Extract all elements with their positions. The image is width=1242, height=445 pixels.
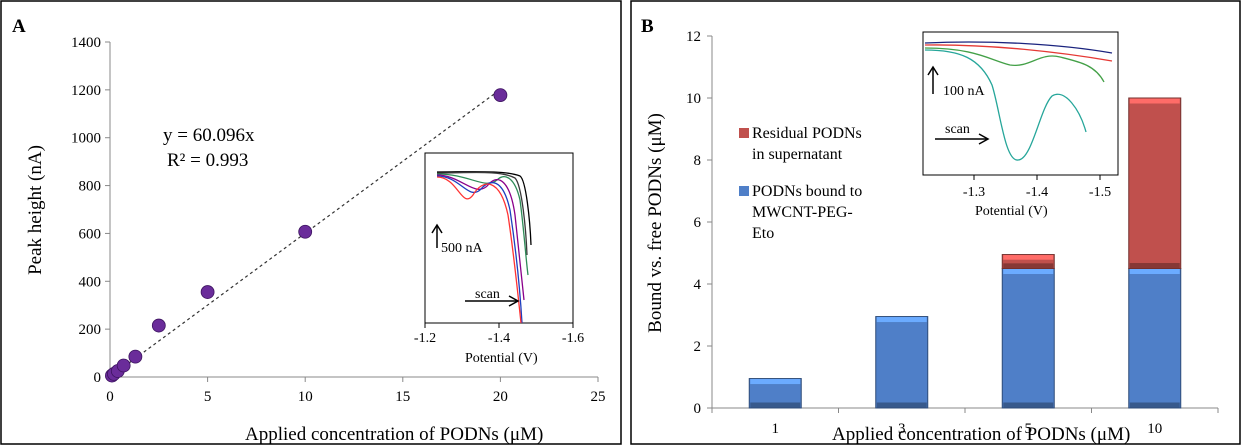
inset-a-trace [436, 175, 523, 324]
inset-a-scale-label: 500 nA [441, 241, 484, 256]
inset-a-trace [436, 171, 532, 246]
panel-a-inset: 500 nA scan -1.2 -1.4 -1.6 Potential (V) [414, 152, 584, 366]
inset-b-scan-arrowhead [978, 133, 990, 145]
y-tick-label: 200 [79, 322, 102, 338]
y-tick-label: 1400 [71, 35, 101, 51]
panel-b: B 0 2 4 6 8 10 12 1 3 5 10 Applied concentration … [641, 16, 1219, 445]
data-point [128, 349, 143, 364]
panel-a-frame [0, 0, 622, 445]
panel-b-inset: 100 nA scan -1.3 -1.4 -1.5 Potential (V) [922, 31, 1119, 219]
panel-a-y-axis-title: Peak height (nA) [25, 145, 46, 275]
bar-bevel-bottom [1129, 263, 1180, 268]
data-point [116, 358, 131, 373]
inset-b-scale-arrowhead [927, 65, 939, 76]
r-squared-label: R² = 0.993 [167, 150, 248, 171]
inset-b-tick-label: -1.3 [963, 185, 985, 200]
y-tick-label: 6 [694, 215, 702, 231]
legend-bound-line-3: Eto [752, 225, 774, 242]
inset-b-trace [924, 49, 1087, 161]
inset-a-trace [436, 171, 528, 256]
bar-bevel-bottom [1003, 402, 1054, 408]
inset-b-trace [924, 47, 1105, 83]
equation-label: y = 60.096x [163, 125, 255, 146]
bar-bevel-bottom [750, 402, 801, 408]
inset-a-x-axis-title: Potential (V) [465, 351, 538, 366]
y-tick-label: 8 [694, 153, 702, 169]
y-tick-label: 2 [694, 339, 702, 355]
inset-b-scale-label: 100 nA [943, 84, 986, 99]
x-tick-label: 25 [591, 389, 606, 405]
legend-swatch-residual [739, 128, 749, 138]
y-tick-label: 1000 [71, 131, 101, 147]
x-tick-label: 1 [772, 421, 780, 437]
y-tick-label: 400 [79, 274, 102, 290]
inset-b-frame [922, 31, 1119, 176]
bar-bound [1001, 268, 1055, 409]
legend-bound-line-2: MWCNT-PEG- [752, 204, 853, 221]
legend-residual-line-2: in supernatant [752, 146, 843, 163]
bar-residual [1128, 97, 1182, 269]
data-point [298, 224, 313, 239]
panel-a-x-axis-title: Applied concentration of PODNs (μM) [245, 424, 543, 445]
y-tick-label: 0 [94, 370, 102, 386]
data-point [151, 318, 166, 333]
x-tick-label: 0 [106, 389, 114, 405]
x-tick-label: 10 [298, 389, 313, 405]
inset-b-trace [924, 44, 1113, 62]
inset-a-scale-arrowhead [431, 223, 443, 234]
bar-bevel-top [876, 317, 927, 323]
inset-a-tick-label: -1.6 [562, 331, 584, 346]
bar-bevel-bottom [1129, 402, 1180, 408]
panel-b-x-axis-title: Applied concentration of PODNs (μM) [832, 424, 1130, 445]
bar-bevel-top [1003, 255, 1054, 260]
bar-bound [875, 316, 929, 409]
legend-residual-line-1: Residual PODNs [752, 125, 862, 142]
x-tick-label: 5 [1025, 421, 1033, 437]
inset-b-tick-label: -1.5 [1089, 185, 1111, 200]
inset-a-scan-label: scan [475, 287, 500, 302]
panel-b-label: B [641, 16, 654, 37]
panel-b-legend: Residual PODNs in supernatant PODNs boun… [739, 125, 862, 242]
inset-b-trace [924, 41, 1113, 54]
inset-a-tick-label: -1.2 [414, 331, 436, 346]
bar-bound [1128, 268, 1182, 409]
bar-bevel-top [1003, 269, 1054, 274]
legend-bound-line-1: PODNs bound to [752, 183, 862, 200]
panel-a: A 0 200 400 600 800 1000 1200 1400 0 5 10 15 20 25 A… [12, 16, 606, 445]
y-tick-label: 12 [686, 29, 701, 45]
x-tick-label: 5 [204, 389, 212, 405]
bar-bevel-bottom [1003, 263, 1054, 268]
inset-a-tick-label: -1.4 [488, 331, 510, 346]
y-tick-label: 4 [694, 277, 702, 293]
bar-bevel-bottom [876, 402, 927, 408]
panel-b-y-axis-title: Bound vs. free PODNs (μM) [645, 113, 666, 333]
y-tick-label: 10 [686, 91, 701, 107]
bar-bevel-top [1129, 98, 1180, 104]
y-tick-label: 1200 [71, 83, 101, 99]
panel-b-frame [630, 0, 1241, 445]
x-tick-label: 3 [898, 421, 906, 437]
inset-a-trace [436, 174, 525, 301]
inset-a-trace [436, 176, 522, 324]
panel-a-label: A [12, 16, 26, 37]
inset-b-scan-label: scan [945, 122, 970, 137]
bar-bevel-top [750, 379, 801, 385]
x-tick-label: 15 [395, 389, 410, 405]
inset-a-trace [436, 173, 529, 276]
inset-b-tick-label: -1.4 [1026, 185, 1048, 200]
legend-swatch-bound [739, 186, 749, 196]
y-tick-label: 0 [694, 401, 702, 417]
inset-b-x-axis-title: Potential (V) [975, 204, 1048, 219]
data-point [200, 285, 215, 299]
y-tick-label: 600 [79, 226, 102, 242]
inset-a-scan-arrowhead [508, 295, 520, 307]
data-point [493, 88, 508, 103]
bar-bevel-top [1129, 269, 1180, 274]
y-tick-label: 800 [79, 179, 102, 195]
x-tick-label: 20 [493, 389, 508, 405]
x-tick-label: 10 [1147, 421, 1162, 437]
